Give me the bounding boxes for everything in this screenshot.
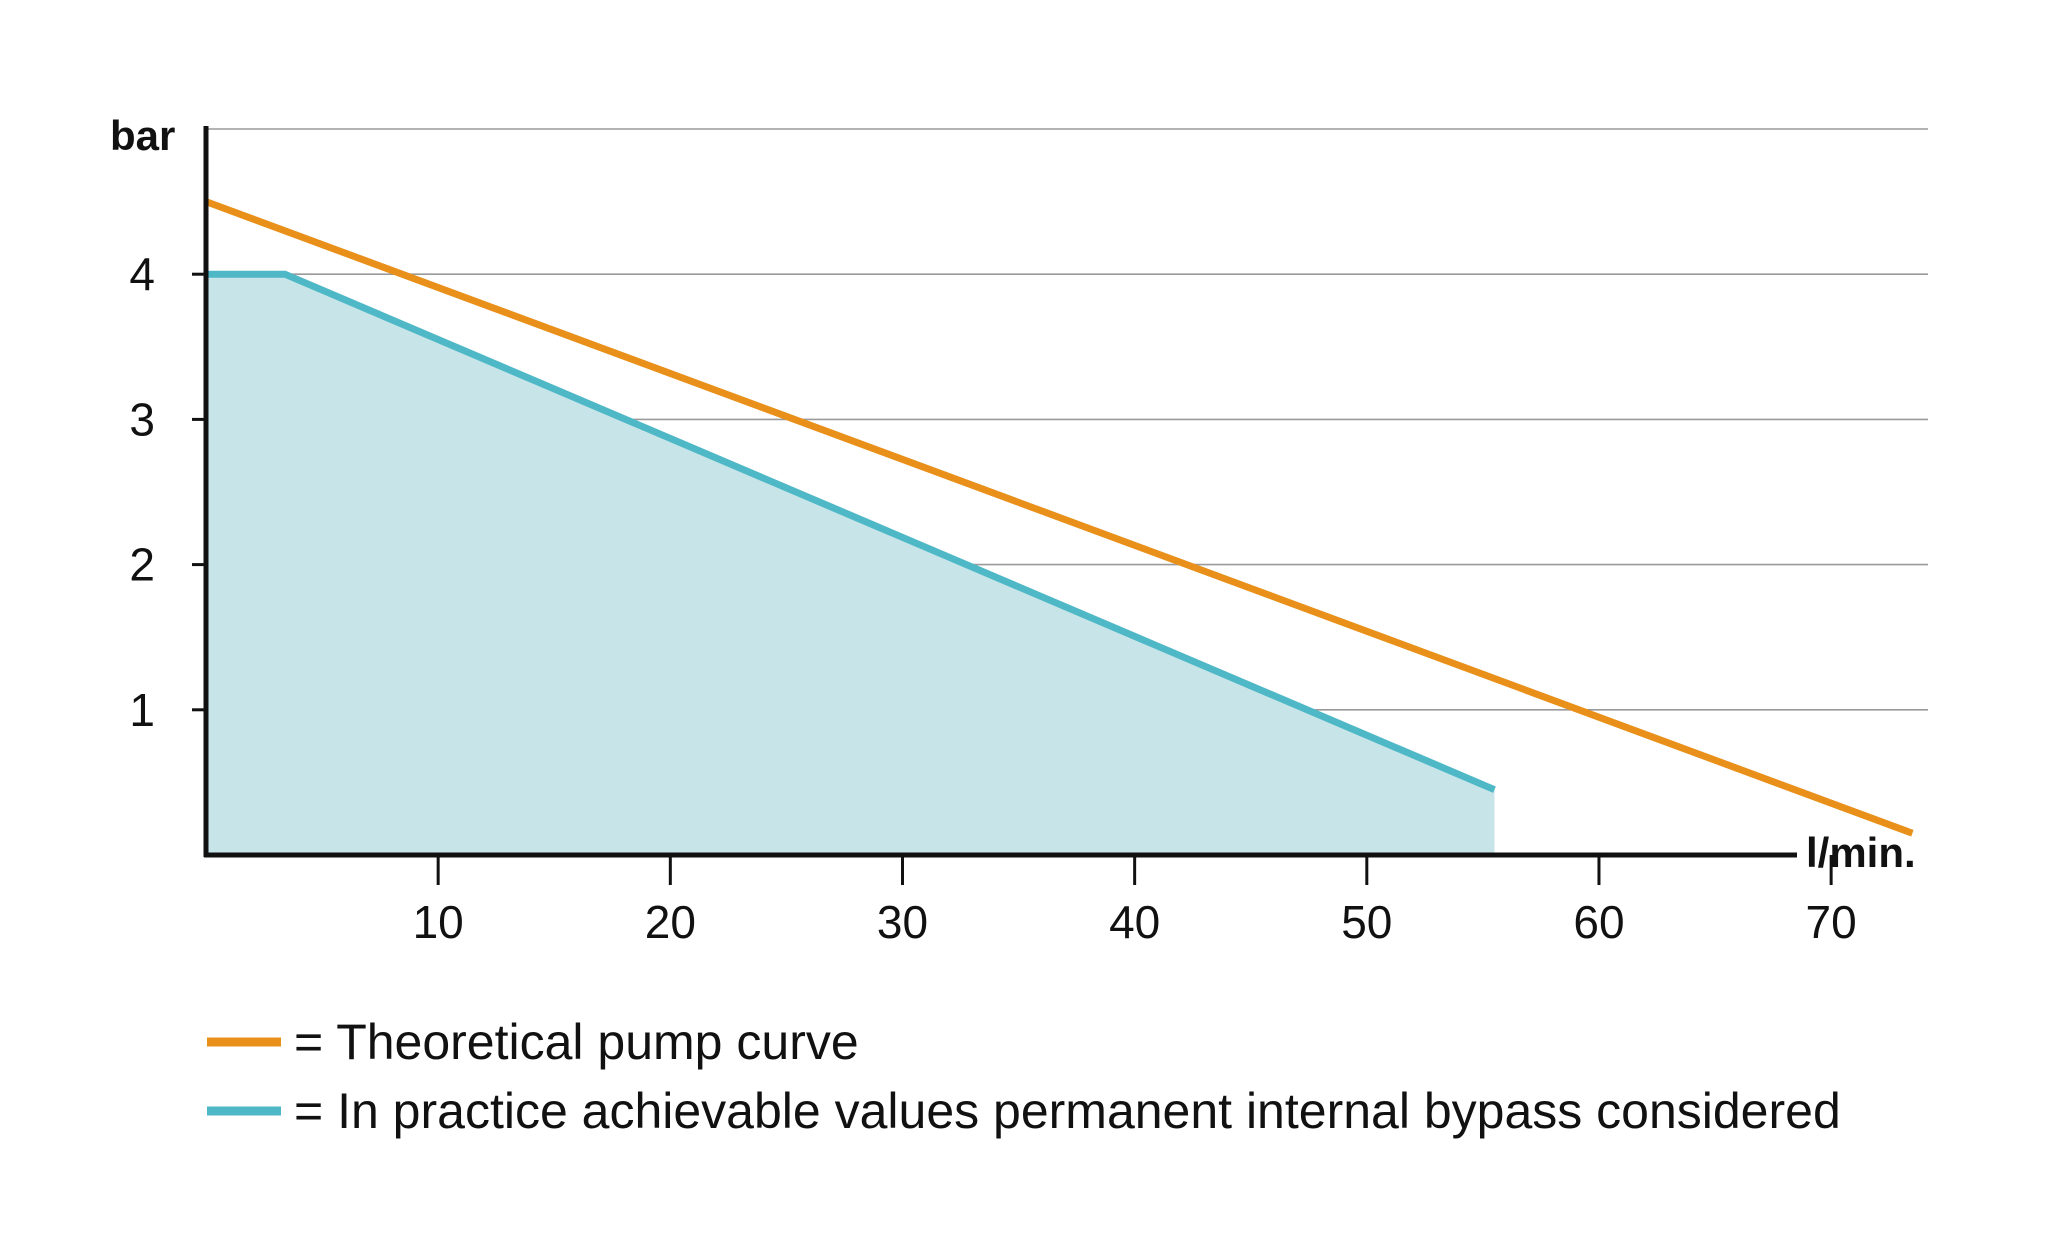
legend-label-1: = In practice achievable values permanen… — [294, 1083, 1841, 1139]
legend-label-0: = Theoretical pump curve — [294, 1014, 859, 1070]
x-tick-label: 30 — [877, 896, 928, 948]
y-axis-label: bar — [110, 112, 175, 159]
ticks: 1 2 3 4 10 20 30 40 50 60 70 — [129, 248, 1856, 948]
x-tick-label: 20 — [645, 896, 696, 948]
y-tick-label: 3 — [129, 393, 155, 445]
legend: = Theoretical pump curve = In practice ac… — [207, 1014, 1841, 1139]
y-tick-label: 2 — [129, 539, 155, 591]
y-tick-label: 1 — [129, 684, 155, 736]
x-tick-label: 40 — [1109, 896, 1160, 948]
x-tick-label: 50 — [1341, 896, 1392, 948]
series-area-1 — [206, 274, 1495, 855]
series-lines — [204, 198, 1914, 837]
area-fills — [206, 274, 1495, 855]
x-tick-label: 70 — [1806, 896, 1857, 948]
axes — [203, 126, 1797, 858]
x-axis-label: l/min. — [1806, 829, 1916, 876]
series-line-1 — [206, 270, 1496, 793]
x-tick-label: 10 — [413, 896, 464, 948]
x-tick-label: 60 — [1573, 896, 1624, 948]
series-line-0 — [204, 198, 1914, 837]
y-tick-label: 4 — [129, 248, 155, 300]
